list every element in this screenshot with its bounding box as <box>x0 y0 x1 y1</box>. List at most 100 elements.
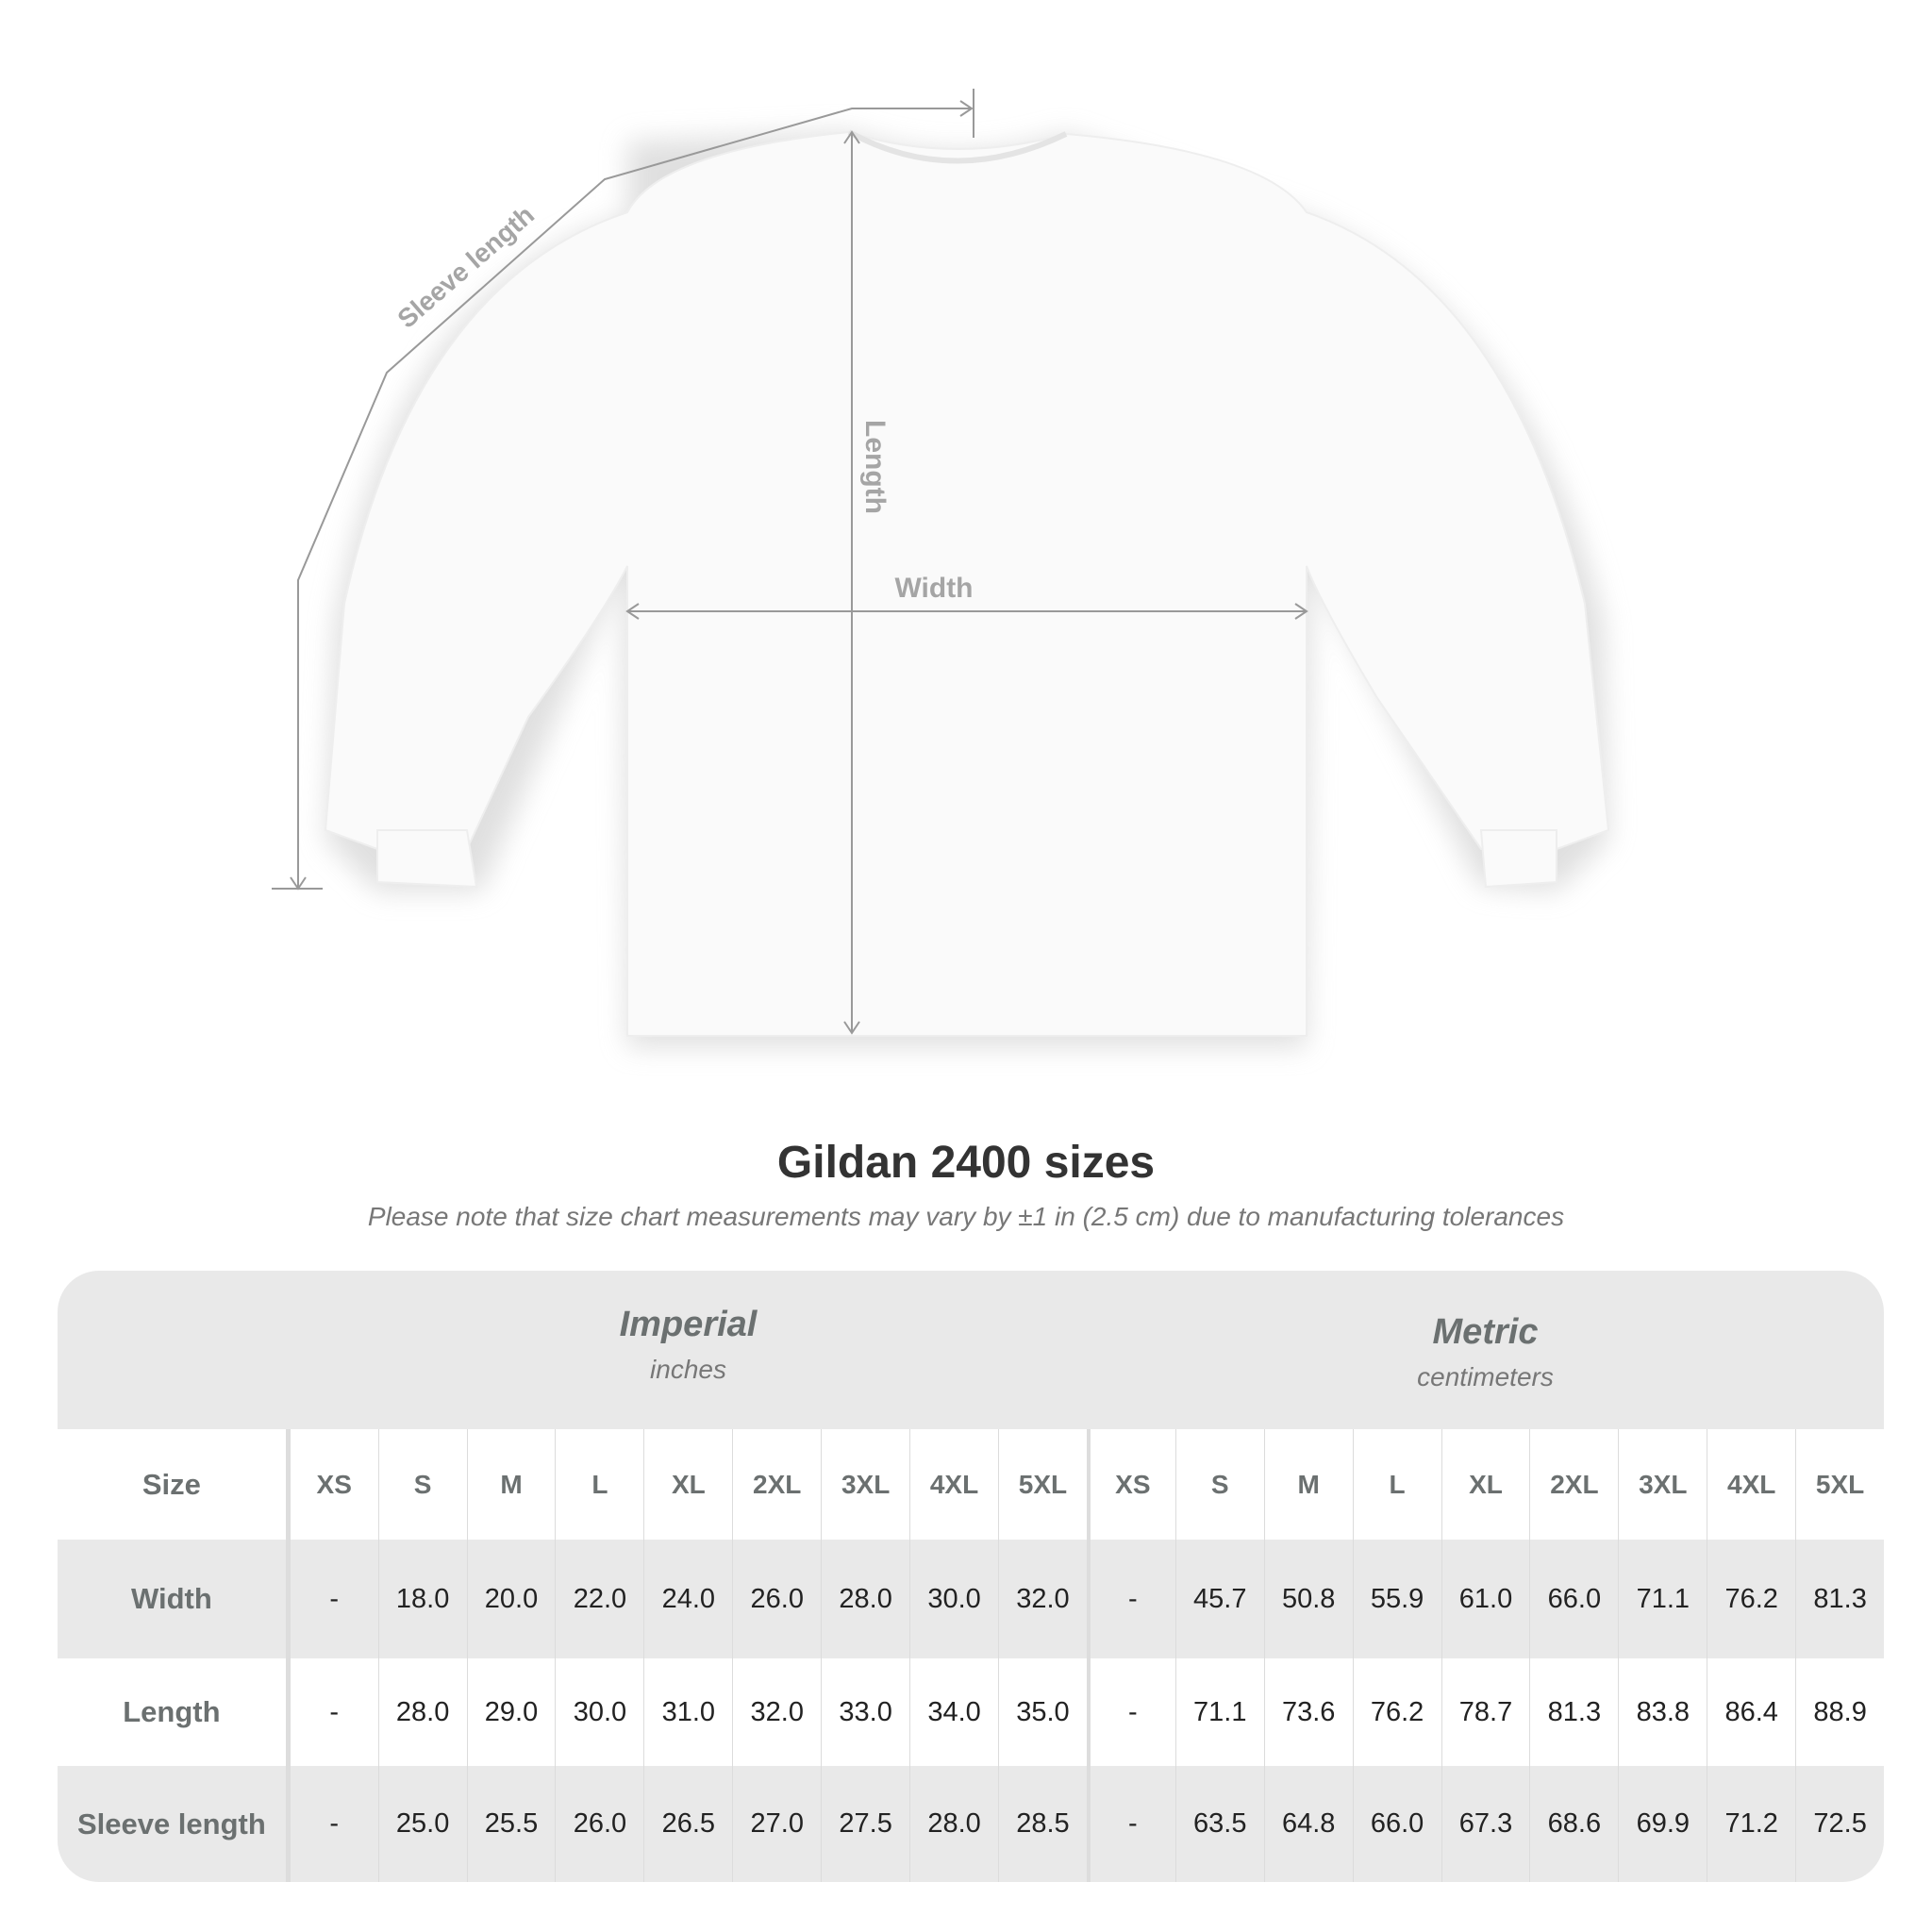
table-cell: - <box>1086 1540 1175 1658</box>
table-cell: 67.3 <box>1441 1766 1530 1882</box>
shirt-measurement-diagram: Sleeve length Length Width <box>272 89 1610 1047</box>
table-cell: 30.0 <box>909 1540 998 1658</box>
table-cell: 18.0 <box>377 1540 467 1658</box>
table-cell: - <box>289 1658 378 1766</box>
table-cell: 28.0 <box>909 1766 998 1882</box>
table-cell: 30.0 <box>555 1658 643 1766</box>
table-cell: 22.0 <box>555 1540 643 1658</box>
table-cell: 71.2 <box>1707 1766 1795 1882</box>
metric-header: Metric centimeters <box>1087 1271 1884 1471</box>
width-label: Width <box>894 573 973 604</box>
size-header-imperial-3xl: 3XL <box>821 1429 909 1540</box>
shirt-body <box>324 129 1610 1037</box>
table-cell: 26.0 <box>555 1766 643 1882</box>
size-header-imperial-xl: XL <box>643 1429 732 1540</box>
sleeve-arrow-top <box>959 100 974 117</box>
table-cell: 71.1 <box>1618 1540 1707 1658</box>
table-cell: 25.5 <box>466 1766 556 1882</box>
size-header-imperial-xs: XS <box>289 1429 378 1540</box>
size-label: Size <box>58 1429 290 1540</box>
table-cell: 27.0 <box>732 1766 821 1882</box>
table-cell: 55.9 <box>1352 1540 1441 1658</box>
table-cell: - <box>289 1766 378 1882</box>
table-cell: 71.1 <box>1174 1658 1264 1766</box>
table-cell: 34.0 <box>909 1658 998 1766</box>
length-arrow-top <box>843 130 860 144</box>
table-cell: 32.0 <box>732 1658 821 1766</box>
size-header-imperial-2xl: 2XL <box>732 1429 821 1540</box>
table-cell: - <box>1086 1658 1175 1766</box>
metric-title: Metric <box>1432 1312 1539 1352</box>
row-label: Sleeve length <box>58 1766 290 1882</box>
table-cell: 72.5 <box>1795 1766 1884 1882</box>
size-header-imperial-l: L <box>555 1429 643 1540</box>
table-cell: 69.9 <box>1618 1766 1707 1882</box>
table-cell: 25.0 <box>377 1766 467 1882</box>
row-label: Width <box>58 1540 290 1658</box>
table-cell: 33.0 <box>821 1658 909 1766</box>
metric-unit: centimeters <box>1417 1362 1554 1391</box>
size-header-row: Size XS S M L XL 2XL 3XL 4XL 5XL XS S M L XL 2XL 3XL 4XL… <box>58 1429 1884 1540</box>
width-arrow-left <box>625 603 640 620</box>
table-cell: 24.0 <box>643 1540 732 1658</box>
length-label: Length <box>859 420 891 514</box>
tolerance-note: Please note that size chart measurements… <box>367 1202 1565 1231</box>
size-header-imperial-s: S <box>377 1429 467 1540</box>
page-title: Gildan 2400 sizes <box>776 1138 1156 1188</box>
size-header-imperial-m: M <box>466 1429 556 1540</box>
table-cell: 27.5 <box>821 1766 909 1882</box>
table-cell: 20.0 <box>466 1540 556 1658</box>
table-cell: 61.0 <box>1441 1540 1530 1658</box>
width-arrow-right <box>1294 603 1308 620</box>
measurement-lines <box>272 89 1308 1035</box>
table-cell: 35.0 <box>998 1658 1087 1766</box>
size-header-metric-xl: XL <box>1441 1429 1530 1540</box>
size-header-metric-xs: XS <box>1086 1429 1175 1540</box>
table-cell: - <box>289 1540 378 1658</box>
table-row-length: Length -28.0 29.0 30.0 31.0 32.0 33.0 34.0 35.0-… <box>58 1658 1884 1766</box>
table-cell: 76.2 <box>1707 1540 1795 1658</box>
table-cell: 64.8 <box>1263 1766 1353 1882</box>
table-cell: 26.5 <box>643 1766 732 1882</box>
table-cell: - <box>1086 1766 1175 1882</box>
table-cell: 50.8 <box>1263 1540 1353 1658</box>
table-cell: 68.6 <box>1529 1766 1618 1882</box>
table-cell: 63.5 <box>1174 1766 1264 1882</box>
imperial-header: Imperial inches <box>290 1271 1087 1463</box>
table-cell: 31.0 <box>643 1658 732 1766</box>
table-row-sleeve-length: Sleeve length -25.0 25.5 26.0 26.5 27.0 27.5 28… <box>58 1766 1884 1882</box>
table-cell: 73.6 <box>1263 1658 1353 1766</box>
imperial-title: Imperial <box>619 1305 758 1344</box>
table-cell: 66.0 <box>1352 1766 1441 1882</box>
table-cell: 86.4 <box>1707 1658 1795 1766</box>
size-header-metric-2xl: 2XL <box>1529 1429 1618 1540</box>
size-header-metric-4xl: 4XL <box>1707 1429 1795 1540</box>
size-header-metric-s: S <box>1174 1429 1264 1540</box>
table-cell: 45.7 <box>1174 1540 1264 1658</box>
size-table: Imperial inches Metric centimeters Size … <box>58 1271 1884 1882</box>
table-cell: 26.0 <box>732 1540 821 1658</box>
size-header-imperial-5xl: 5XL <box>998 1429 1087 1540</box>
table-cell: 66.0 <box>1529 1540 1618 1658</box>
length-arrow-bottom <box>843 1021 860 1035</box>
table-cell: 81.3 <box>1529 1658 1618 1766</box>
table-cell: 81.3 <box>1795 1540 1884 1658</box>
imperial-unit: inches <box>650 1355 726 1384</box>
size-header-imperial-4xl: 4XL <box>909 1429 998 1540</box>
size-header-metric-m: M <box>1263 1429 1353 1540</box>
sleeve-length-line <box>297 108 972 889</box>
table-cell: 78.7 <box>1441 1658 1530 1766</box>
size-header-metric-3xl: 3XL <box>1618 1429 1707 1540</box>
table-cell: 76.2 <box>1352 1658 1441 1766</box>
size-header-metric-5xl: 5XL <box>1795 1429 1884 1540</box>
table-cell: 88.9 <box>1795 1658 1884 1766</box>
table-row-width: Width -18.0 20.0 22.0 24.0 26.0 28.0 30.0 32.0-4… <box>58 1540 1884 1658</box>
row-label: Length <box>58 1658 290 1766</box>
table-cell: 28.0 <box>821 1540 909 1658</box>
size-header-metric-l: L <box>1352 1429 1441 1540</box>
table-cell: 29.0 <box>466 1658 556 1766</box>
table-cell: 83.8 <box>1618 1658 1707 1766</box>
table-cell: 28.5 <box>998 1766 1087 1882</box>
table-cell: 28.0 <box>377 1658 467 1766</box>
table-cell: 32.0 <box>998 1540 1087 1658</box>
